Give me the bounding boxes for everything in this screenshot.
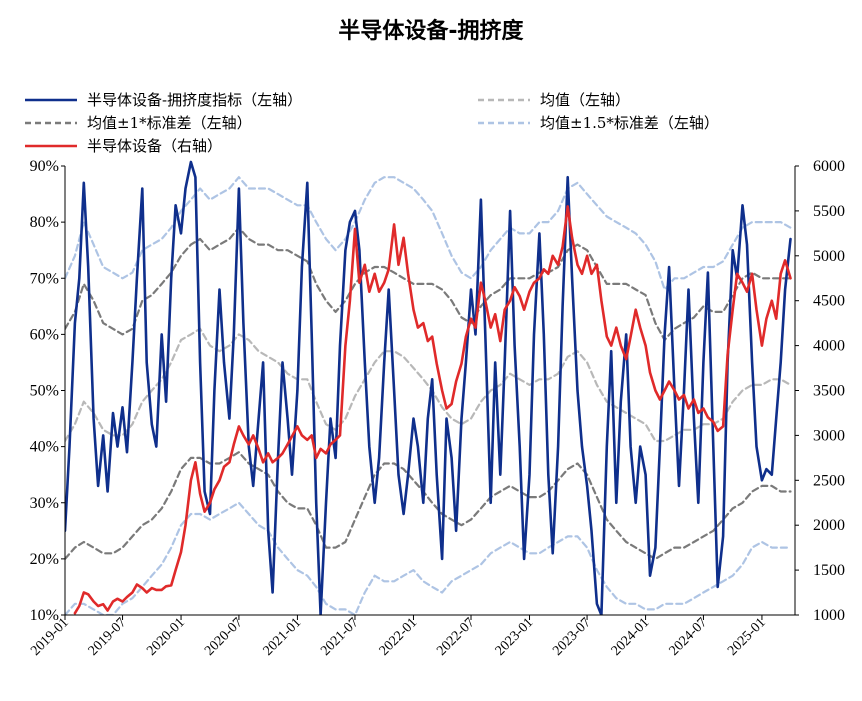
x-tick-label: 2023-01: [493, 615, 537, 659]
x-tick-label: 2020-01: [144, 615, 188, 659]
mean-line: [65, 327, 792, 443]
legend: 半导体设备-拥挤度指标（左轴） 均值（左轴） 均值±1*标准差（左轴） 均值±1.5*…: [25, 91, 719, 155]
band-1sd-lower: [65, 451, 792, 560]
right-tick-label: 6000: [813, 158, 845, 175]
left-tick-label: 90%: [30, 158, 59, 175]
right-tick-label: 4500: [813, 293, 845, 310]
left-tick-label: 70%: [30, 270, 59, 287]
right-tick-label: 4000: [813, 338, 845, 355]
right-tick-label: 3000: [813, 427, 845, 444]
right-tick-label: 5000: [813, 248, 845, 265]
x-tick-label: 2024-01: [609, 615, 653, 659]
x-tick-label: 2023-07: [550, 615, 594, 659]
legend-label: 均值±1.5*标准差（左轴）: [540, 114, 719, 132]
band-1p5sd-lower: [65, 501, 792, 615]
right-tick-label: 1000: [813, 607, 845, 624]
right-tick-label: 2500: [813, 472, 845, 489]
legend-label: 半导体设备-拥挤度指标（左轴）: [87, 91, 302, 109]
band-1sd-upper: [65, 226, 792, 342]
left-tick-label: 20%: [30, 551, 59, 568]
x-tick-label: 2021-07: [318, 615, 362, 659]
x-tick-label: 2020-07: [202, 615, 246, 659]
left-tick-label: 10%: [30, 607, 59, 624]
right-tick-label: 2000: [813, 517, 845, 534]
x-tick-label: 2022-01: [377, 615, 421, 659]
left-tick-label: 50%: [30, 383, 59, 400]
right-tick-label: 1500: [813, 562, 845, 579]
legend-label: 半导体设备（右轴）: [87, 137, 222, 155]
x-tick-label: 2019-07: [86, 615, 130, 659]
left-tick-label: 40%: [30, 439, 59, 456]
left-tick-label: 80%: [30, 214, 59, 231]
x-tick-label: 2024-07: [667, 615, 711, 659]
right-tick-label: 5500: [813, 203, 845, 220]
legend-label: 均值（左轴）: [540, 91, 630, 109]
right-tick-label: 3500: [813, 383, 845, 400]
chart-title: 半导体设备-拥挤度: [338, 18, 524, 44]
series-layer: [65, 160, 792, 615]
crowding-index-line: [65, 160, 792, 615]
price-line: [73, 205, 792, 615]
x-tick-label: 2021-01: [261, 615, 305, 659]
left-tick-label: 30%: [30, 495, 59, 512]
x-tick-label: 2025-01: [725, 615, 769, 659]
left-tick-label: 60%: [30, 326, 59, 343]
x-tick-label: 2022-07: [434, 615, 478, 659]
legend-label: 均值±1*标准差（左轴）: [87, 114, 252, 132]
